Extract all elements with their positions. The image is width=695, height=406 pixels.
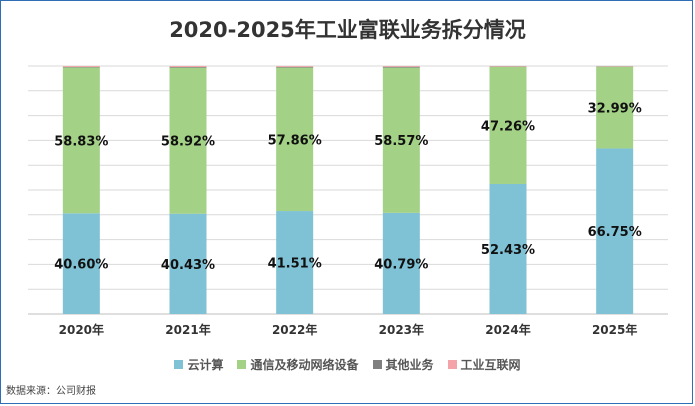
legend-swatch (372, 360, 382, 369)
bar-segment-4-1 (62, 66, 100, 67)
bar-segment-4-4 (382, 66, 420, 67)
legend-label: 其他业务 (385, 358, 434, 372)
bar-segment-4-2 (169, 66, 207, 67)
bar-segment-1-6 (596, 148, 634, 314)
legend-item: 云计算 (174, 356, 223, 373)
x-tick-label: 2022年 (272, 322, 317, 337)
bar-segment-3-3 (276, 66, 314, 68)
bar-segment-1-2 (169, 213, 207, 314)
data-label: 32.99% (588, 102, 642, 117)
data-label: 40.43% (161, 258, 215, 273)
data-label: 40.79% (374, 257, 428, 272)
bar-segment-4-3 (276, 66, 314, 67)
x-tick-label: 2020年 (59, 322, 104, 337)
data-label: 40.60% (54, 258, 108, 273)
bar-segment-2-6 (596, 66, 634, 149)
legend-swatch (237, 360, 247, 369)
legend-swatch (447, 360, 457, 369)
bar-segment-2-1 (62, 67, 100, 214)
bar-segment-1-4 (382, 212, 420, 314)
bar-segment-4-5 (489, 66, 527, 67)
x-tick-label: 2023年 (379, 322, 424, 337)
bar-segment-2-2 (169, 67, 207, 214)
bar-segment-2-3 (276, 67, 314, 212)
chart-title: 2020-2025年工业富联业务拆分情况 (169, 18, 526, 42)
x-tick-label: 2021年 (165, 322, 210, 337)
bar-segment-3-4 (382, 66, 420, 68)
data-label: 58.83% (54, 134, 108, 149)
x-tick-label: 2024年 (485, 322, 530, 337)
data-label: 57.86% (268, 133, 322, 148)
data-source-note: 数据来源：公司财报 (6, 386, 96, 397)
chart-legend: 云计算 通信及移动网络设备 其他业务 工业互联网 (0, 356, 695, 373)
legend-label: 通信及移动网络设备 (250, 358, 359, 372)
data-label: 58.92% (161, 135, 215, 150)
bar-segment-1-3 (276, 211, 314, 314)
data-label: 41.51% (268, 257, 322, 272)
x-tick-label: 2025年 (592, 322, 637, 337)
data-label: 47.26% (481, 119, 535, 134)
legend-swatch (174, 360, 184, 369)
legend-label: 工业互联网 (460, 358, 521, 372)
data-label: 52.43% (481, 243, 535, 258)
bar-segment-3-2 (169, 66, 207, 68)
legend-item: 其他业务 (372, 356, 434, 373)
data-label: 58.57% (374, 134, 428, 149)
legend-item: 通信及移动网络设备 (237, 356, 359, 373)
bar-segment-1-5 (489, 183, 527, 314)
legend-item: 工业互联网 (447, 356, 521, 373)
bar-segment-2-4 (382, 67, 420, 213)
bar-segment-1-1 (62, 213, 100, 314)
legend-label: 云计算 (187, 358, 224, 372)
data-label: 66.75% (588, 225, 642, 240)
bar-segment-2-5 (489, 66, 527, 184)
